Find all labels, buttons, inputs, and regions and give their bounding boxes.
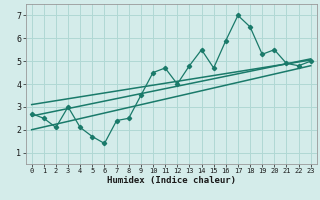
X-axis label: Humidex (Indice chaleur): Humidex (Indice chaleur) [107,176,236,185]
